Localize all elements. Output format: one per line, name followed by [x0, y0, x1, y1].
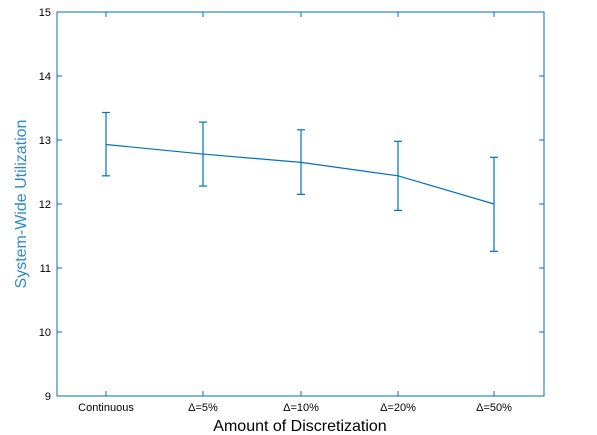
y-tick-label: 12 [39, 199, 51, 211]
y-tick-label: 11 [40, 263, 51, 275]
y-tick-label: 15 [39, 7, 51, 19]
y-tick-label: 14 [39, 71, 51, 83]
x-tick-label: Δ=20% [380, 402, 416, 414]
series-group [102, 111, 498, 252]
x-tick-label: Continuous [78, 402, 134, 414]
x-axis-ticks: Continuous Δ=5% Δ=10% Δ=20% Δ=50% [78, 12, 512, 414]
y-axis-title: System-Wide Utilization [13, 120, 30, 289]
x-axis-title: Amount of Discretization [213, 418, 386, 435]
x-tick-label: Δ=5% [188, 402, 218, 414]
x-tick-label: Δ=50% [476, 402, 512, 414]
y-tick-label: 10 [39, 327, 51, 339]
y-axis-ticks: 9 10 11 12 13 14 15 [39, 7, 544, 403]
y-tick-label: 9 [45, 391, 51, 403]
x-tick-label: Δ=10% [283, 402, 319, 414]
series-line [105, 143, 495, 205]
plot-frame [56, 11, 545, 397]
y-tick-label: 13 [39, 135, 51, 147]
